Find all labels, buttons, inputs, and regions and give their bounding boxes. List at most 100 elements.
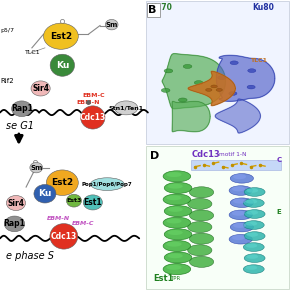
- Ellipse shape: [189, 256, 214, 267]
- FancyBboxPatch shape: [146, 1, 289, 144]
- Ellipse shape: [12, 101, 32, 117]
- Ellipse shape: [243, 265, 264, 273]
- Ellipse shape: [30, 162, 43, 173]
- Ellipse shape: [230, 222, 253, 232]
- Ellipse shape: [229, 234, 252, 244]
- Ellipse shape: [164, 182, 192, 193]
- Ellipse shape: [50, 54, 75, 76]
- Ellipse shape: [232, 235, 245, 240]
- Text: C: C: [276, 157, 281, 162]
- Text: Est3: Est3: [66, 198, 82, 203]
- Ellipse shape: [229, 186, 252, 195]
- Ellipse shape: [206, 88, 212, 91]
- Ellipse shape: [246, 266, 257, 270]
- Ellipse shape: [168, 230, 183, 235]
- Ellipse shape: [166, 195, 182, 200]
- Ellipse shape: [229, 210, 252, 220]
- Polygon shape: [188, 71, 235, 106]
- Ellipse shape: [246, 188, 258, 193]
- Ellipse shape: [31, 81, 50, 96]
- Text: Sir4: Sir4: [8, 198, 24, 208]
- Ellipse shape: [244, 188, 265, 196]
- Ellipse shape: [246, 255, 258, 259]
- Ellipse shape: [163, 264, 191, 275]
- Text: EBM-C: EBM-C: [72, 221, 95, 226]
- Polygon shape: [172, 102, 210, 132]
- Ellipse shape: [246, 233, 258, 237]
- Text: p5/7: p5/7: [0, 28, 14, 33]
- Ellipse shape: [243, 199, 264, 207]
- Text: EBM-N: EBM-N: [47, 215, 70, 221]
- Text: e phase S: e phase S: [6, 251, 54, 261]
- Text: TLC1: TLC1: [250, 58, 267, 63]
- Text: Cdc13: Cdc13: [191, 150, 220, 159]
- Ellipse shape: [163, 217, 191, 228]
- Ellipse shape: [188, 198, 212, 209]
- Ellipse shape: [34, 184, 56, 203]
- Ellipse shape: [183, 64, 192, 68]
- Text: Rif2: Rif2: [0, 78, 14, 84]
- Text: EBM-N: EBM-N: [76, 99, 99, 105]
- Ellipse shape: [229, 92, 237, 95]
- Text: Rap1: Rap1: [11, 104, 33, 113]
- Ellipse shape: [218, 76, 226, 79]
- Ellipse shape: [90, 178, 124, 191]
- Ellipse shape: [233, 198, 246, 204]
- Text: Pop1/Pop6/Pop7: Pop1/Pop6/Pop7: [82, 182, 133, 187]
- Text: Sm: Sm: [30, 165, 42, 171]
- Text: B: B: [148, 5, 157, 15]
- FancyBboxPatch shape: [147, 3, 160, 17]
- Ellipse shape: [233, 223, 246, 228]
- Ellipse shape: [244, 254, 265, 262]
- Ellipse shape: [188, 245, 212, 256]
- Text: Ku: Ku: [56, 61, 69, 70]
- Text: Est2: Est2: [50, 32, 72, 41]
- FancyBboxPatch shape: [191, 160, 281, 170]
- Ellipse shape: [232, 211, 245, 216]
- Text: Ku80: Ku80: [252, 3, 274, 12]
- Ellipse shape: [168, 184, 183, 189]
- Ellipse shape: [246, 244, 257, 248]
- FancyBboxPatch shape: [146, 146, 289, 289]
- Ellipse shape: [164, 69, 173, 73]
- Ellipse shape: [164, 206, 192, 217]
- Text: Est1: Est1: [84, 198, 102, 207]
- Ellipse shape: [166, 265, 182, 270]
- Ellipse shape: [44, 23, 78, 49]
- Text: EBM-C: EBM-C: [83, 93, 105, 98]
- Ellipse shape: [105, 19, 118, 30]
- Ellipse shape: [247, 85, 255, 89]
- Ellipse shape: [246, 222, 257, 226]
- Text: se G1: se G1: [6, 121, 34, 131]
- Ellipse shape: [46, 170, 78, 195]
- Text: Est2: Est2: [51, 178, 73, 187]
- Ellipse shape: [166, 242, 182, 247]
- Ellipse shape: [178, 98, 187, 102]
- Ellipse shape: [166, 172, 182, 177]
- Ellipse shape: [50, 224, 78, 249]
- Ellipse shape: [230, 61, 238, 65]
- Text: Cdc13: Cdc13: [51, 232, 77, 241]
- Ellipse shape: [81, 106, 105, 129]
- Ellipse shape: [188, 222, 212, 233]
- Text: Cdc13: Cdc13: [80, 113, 106, 122]
- Ellipse shape: [189, 233, 214, 244]
- Text: TLC1: TLC1: [25, 50, 40, 55]
- Ellipse shape: [163, 171, 191, 182]
- Ellipse shape: [211, 85, 217, 88]
- Polygon shape: [216, 55, 275, 101]
- Ellipse shape: [189, 187, 214, 198]
- Ellipse shape: [243, 221, 264, 229]
- Text: Sir4: Sir4: [32, 84, 49, 93]
- Ellipse shape: [230, 198, 253, 208]
- Ellipse shape: [230, 173, 253, 183]
- Text: E: E: [277, 209, 281, 215]
- Ellipse shape: [66, 194, 81, 207]
- Ellipse shape: [163, 240, 191, 251]
- Ellipse shape: [6, 195, 26, 211]
- Text: D: D: [150, 151, 159, 161]
- Ellipse shape: [233, 174, 246, 179]
- Text: Ku70: Ku70: [150, 3, 172, 12]
- Ellipse shape: [248, 69, 256, 72]
- Text: Ku: Ku: [38, 189, 52, 198]
